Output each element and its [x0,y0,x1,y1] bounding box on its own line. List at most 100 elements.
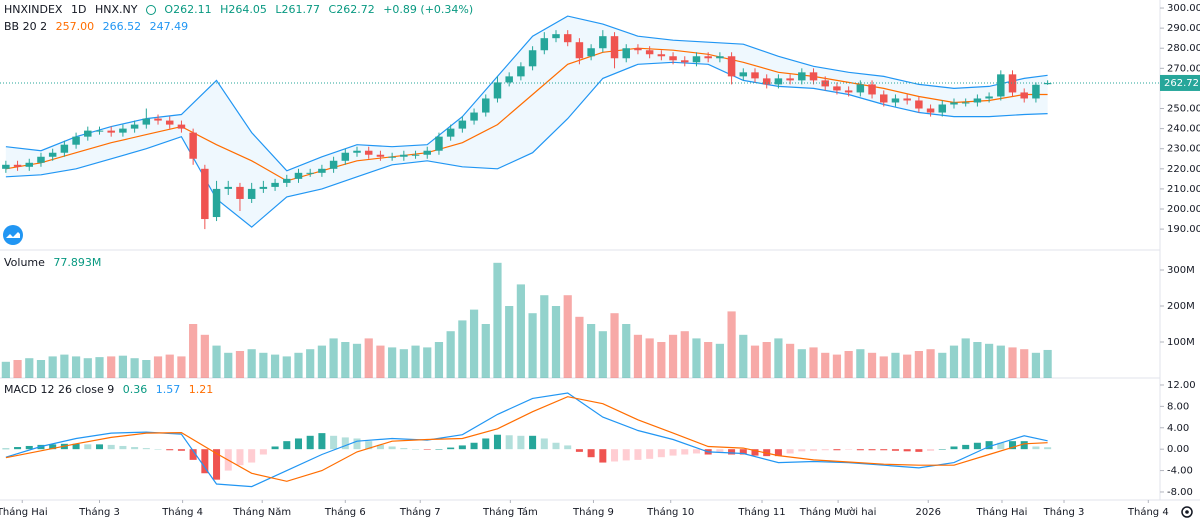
bb-legend: BB 20 2 257.00 266.52 247.49 [4,20,193,33]
volume-bar [388,347,397,378]
macd-histogram-bar [634,449,642,460]
candle-body [915,100,923,109]
x-tick-label: Tháng 11 [737,506,785,518]
volume-bar [153,356,163,378]
macd-histogram-bar [189,449,197,460]
volume-bar [364,338,373,378]
macd-histogram-bar [962,444,970,450]
macd-histogram-bar [435,449,443,450]
macd-histogram-bar [412,449,420,450]
volume-bar [493,262,502,378]
volume-bar [622,324,631,378]
settings-icon[interactable] [1181,506,1193,518]
macd-histogram-bar [891,449,899,451]
volume-bar [95,357,104,378]
macd-histogram-bar [622,449,630,461]
macd-histogram-bar [927,449,935,451]
volume-bar [48,356,57,378]
ohlc-value: 262.11 [173,3,212,16]
candle-body [364,150,373,155]
candle-body [540,38,549,51]
volume-bar [142,360,151,378]
candle-body [681,60,689,63]
macd-histogram-bar [1020,441,1028,450]
candle-body [458,120,467,129]
volume-bar [668,334,678,378]
candle-body [271,182,279,187]
candle-body [950,102,958,105]
candle-body [1032,84,1040,99]
macd-histogram-bar [330,435,338,450]
volume-bar [423,347,432,378]
volume-bar [294,352,303,378]
candle-body [341,152,350,161]
volume-bar [762,342,771,378]
candle-body [669,56,677,61]
macd-histogram-bar [119,445,127,450]
macd-histogram-bar [388,446,396,450]
candle-body [119,128,127,133]
x-tick-label: 2026 [916,507,941,518]
volume-bar [657,342,666,378]
volume-bar [645,338,654,378]
volume-bar [200,334,209,378]
candle-body [622,48,630,59]
macd-histogram-bar [283,441,291,450]
volume-legend: Volume 77.893M [4,256,106,269]
macd-histogram-bar [657,449,665,458]
macd-histogram-bar [564,445,572,450]
macd-histogram-bar [599,449,607,463]
macd-histogram-bar [376,444,384,450]
volume-bar [1008,347,1017,378]
y-tick-label: 200.00 [1167,204,1200,215]
volume-bar [270,354,280,378]
macd-histogram-bar [739,449,747,455]
volume-bar [1020,349,1029,378]
candle-body [997,74,1005,97]
volume-bar [25,358,34,378]
macd-histogram-bar [493,434,501,450]
logo[interactable] [3,225,23,245]
candle-body [60,144,69,153]
symbol: HNXINDEX [4,3,63,16]
volume-bar [914,351,923,378]
volume-bar [71,356,81,378]
candle-body [891,98,900,103]
macd-histogram-bar [903,449,911,452]
candle-body [575,42,584,59]
candle-body [973,98,982,103]
y-tick-label: 0.00 [1167,444,1189,455]
volume-bar [411,345,420,378]
macd-histogram-bar [423,449,431,450]
volume-bar [434,342,444,378]
candle-body [259,186,268,189]
candle-body [809,72,818,81]
last-price-label: 262.72 [1164,78,1199,89]
macd-histogram-bar [821,449,829,451]
volume-bar [212,345,221,378]
volume-bar [750,345,760,378]
ohlc-key: C [328,3,337,16]
macd-histogram-bar [611,449,619,462]
volume-bar [352,343,362,378]
candle-body [72,136,80,145]
macd-histogram-bar [1009,441,1017,450]
indicator-line [5,392,1048,488]
candle-body [435,136,443,151]
candle-body [48,152,57,157]
x-tick-label: Tháng 7 [399,506,441,518]
candle-body [306,172,314,174]
volume-bar [575,316,584,378]
volume-bar [458,320,467,378]
y-tick-label: 230.00 [1167,144,1200,155]
candle-body [212,188,221,218]
candle-body [446,128,455,137]
volume-bar [727,311,736,378]
macd-histogram-bar [810,449,818,451]
candle-body [610,36,619,59]
volume-bar [107,356,116,378]
candle-body [634,48,642,51]
candle-body [493,82,502,99]
macd-legend-title: MACD 12 26 close 9 [4,383,115,396]
macd-histogram-bar [201,449,209,474]
